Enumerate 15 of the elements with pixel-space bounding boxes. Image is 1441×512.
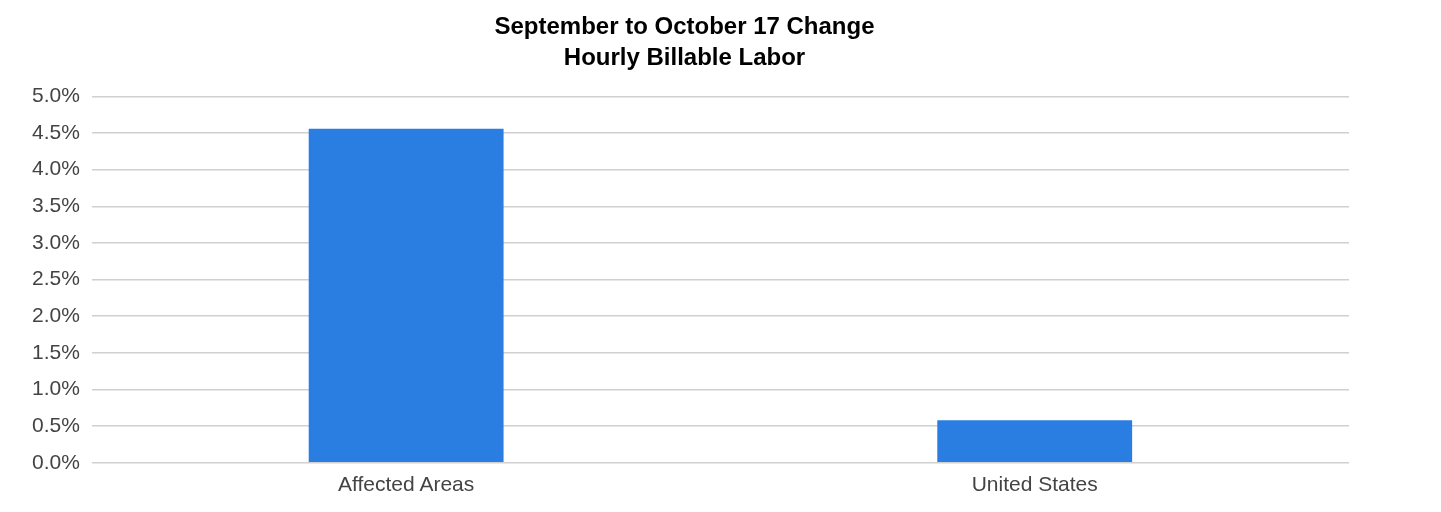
y-tick-label: 0.5% [31, 412, 80, 436]
y-tick-label: 1.0% [31, 376, 80, 400]
y-tick-label: 5.0% [31, 83, 80, 107]
x-tick-label: United States [971, 472, 1098, 496]
y-tick-label: 0.0% [31, 449, 80, 473]
chart-subtitle: Hourly Billable Labor [563, 43, 806, 71]
y-tick-label: 4.0% [31, 156, 80, 180]
y-tick-label: 3.5% [31, 193, 80, 217]
y-tick-label: 3.0% [31, 229, 80, 253]
y-tick-label: 4.5% [31, 119, 80, 143]
y-tick-label: 2.0% [31, 303, 80, 327]
y-tick-label: 1.5% [31, 339, 80, 363]
chart-title: September to October 17 Change [494, 12, 875, 40]
x-tick-label: Affected Areas [338, 472, 475, 496]
y-tick-label: 2.5% [31, 266, 80, 290]
